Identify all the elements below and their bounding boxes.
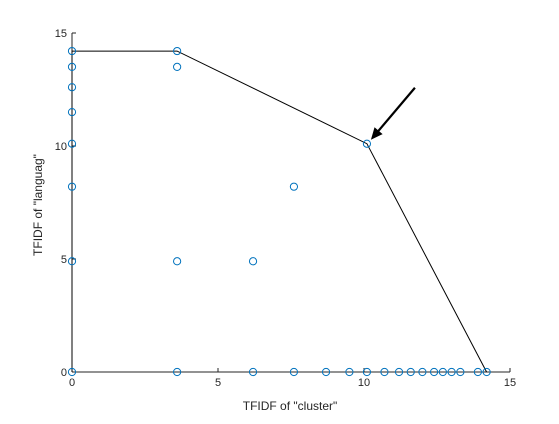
data-point bbox=[67, 139, 77, 148]
data-point bbox=[456, 367, 465, 377]
data-point bbox=[380, 367, 389, 377]
data-point bbox=[394, 367, 404, 377]
data-point bbox=[289, 182, 299, 191]
hull-line-layer bbox=[71, 50, 488, 373]
data-point bbox=[67, 83, 77, 92]
y-tick-label: 0 bbox=[61, 367, 67, 379]
data-point bbox=[321, 367, 331, 377]
data-point bbox=[429, 367, 439, 377]
data-point bbox=[248, 367, 258, 377]
data-point bbox=[482, 367, 491, 377]
data-point bbox=[447, 367, 456, 377]
data-point bbox=[345, 367, 354, 377]
y-tick-label: 10 bbox=[55, 141, 67, 153]
data-point bbox=[438, 367, 447, 377]
data-point bbox=[289, 367, 299, 377]
x-tick-label: 5 bbox=[215, 377, 221, 389]
data-point bbox=[67, 46, 77, 56]
data-point bbox=[67, 367, 77, 377]
axes: 0 5 10 15 0 5 10 15 bbox=[55, 28, 516, 389]
annotation-arrow-head bbox=[370, 127, 383, 140]
x-tick-label: 0 bbox=[69, 377, 75, 389]
data-point bbox=[67, 62, 77, 72]
data-point bbox=[362, 139, 372, 148]
x-axis-label: TFIDF of "cluster" bbox=[243, 399, 338, 413]
data-point bbox=[362, 367, 372, 377]
data-point bbox=[248, 257, 258, 266]
data-point bbox=[67, 257, 77, 266]
data-point bbox=[173, 257, 182, 266]
points-layer bbox=[67, 46, 491, 377]
y-tick-label: 15 bbox=[55, 28, 67, 40]
annotation-arrow-shaft bbox=[377, 87, 416, 133]
labels-layer: TFIDF of "cluster" TFIDF of "languag" bbox=[31, 154, 337, 413]
x-tick-label: 15 bbox=[504, 377, 516, 389]
data-point bbox=[173, 367, 182, 377]
hull-line bbox=[71, 50, 488, 373]
data-point bbox=[67, 108, 77, 117]
x-tick-label: 10 bbox=[358, 377, 370, 389]
data-point bbox=[473, 367, 482, 377]
annotation-layer bbox=[370, 87, 416, 140]
data-point bbox=[67, 182, 77, 191]
y-axis-label: TFIDF of "languag" bbox=[31, 154, 45, 256]
data-point bbox=[173, 46, 182, 56]
data-point bbox=[418, 367, 427, 377]
data-point bbox=[406, 367, 415, 377]
data-point bbox=[173, 62, 182, 72]
y-tick-label: 5 bbox=[61, 254, 67, 266]
